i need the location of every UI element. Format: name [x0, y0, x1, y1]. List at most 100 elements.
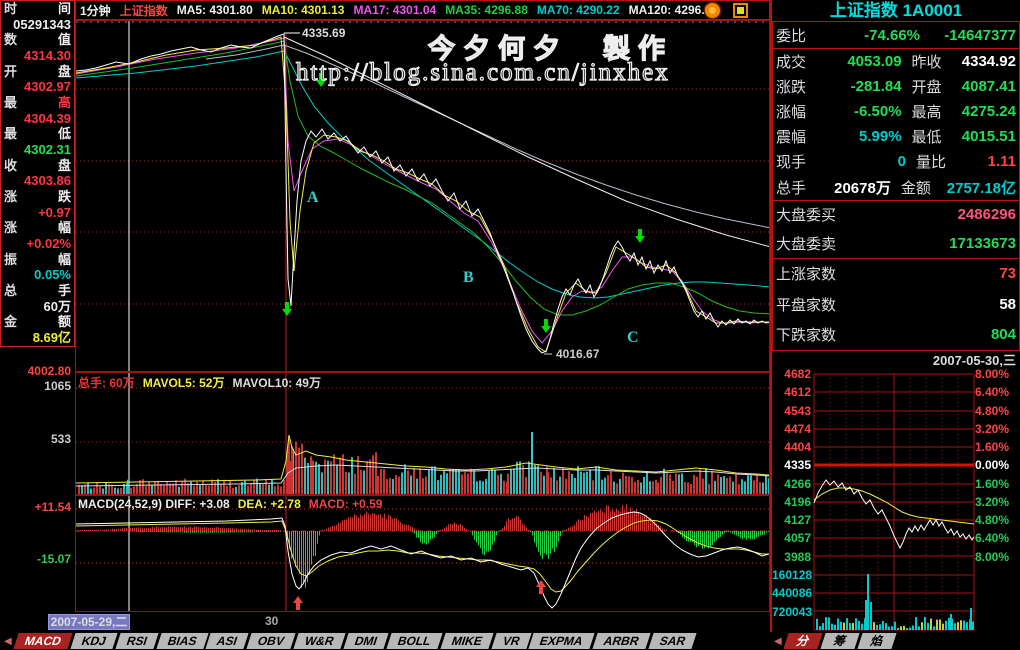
- sidebar-row: 最 高: [1, 95, 74, 111]
- volume-chart[interactable]: [76, 373, 769, 494]
- sidebar-row: 总 手: [1, 283, 74, 299]
- market-bid-box: 大盘委买 2486296 大盘委卖 17133673: [772, 199, 1020, 259]
- quote-value-left: 4053.09: [847, 53, 902, 71]
- quote-row: 涨跌 -281.84 开盘 4087.41: [773, 74, 1019, 99]
- indicator-tab[interactable]: W&R: [293, 633, 346, 649]
- sidebar-row-value: 4304.39: [24, 110, 71, 126]
- period-label[interactable]: 1分钟: [80, 3, 111, 18]
- quote-label-left: 总手: [776, 179, 807, 197]
- sidebar-row: 时 间: [1, 1, 74, 17]
- count-value: 73: [999, 265, 1016, 283]
- watermark-text: 今夕何夕 製作: [427, 33, 673, 64]
- sidebar-row-value: 4302.31: [24, 142, 71, 158]
- sidebar-row-value: 跌: [57, 189, 71, 205]
- sidebar-row: 0.05%: [1, 267, 74, 283]
- count-label: 平盘家数: [776, 296, 837, 314]
- sidebar-row-value: 间: [57, 1, 71, 16]
- volume-header-item: MAVOL10: 49万: [232, 376, 321, 390]
- ma-legend: MA5: 4301.80 MA10: 4301.13 MA17: 4301.04 MA…: [177, 3, 727, 17]
- mini-price-label: 4404: [784, 440, 811, 454]
- scroll-left-icon[interactable]: ◀: [4, 635, 12, 647]
- mini-price-scale: 4682 4612 4543 4474 4404 4335 4266 4196 4127 4057…: [772, 365, 811, 566]
- right-panel-tab[interactable]: 焰: [857, 633, 897, 649]
- quote-label-left: 震幅: [776, 129, 807, 147]
- symbol-label[interactable]: 上证指数: [119, 3, 168, 18]
- indicator-tab[interactable]: VR: [491, 633, 532, 649]
- quote-label-left: 涨跌: [776, 79, 807, 97]
- sidebar-row-value: 0.05%: [34, 267, 71, 283]
- macd-chart[interactable]: [76, 496, 769, 611]
- index-title[interactable]: 上证指数 1A0001: [829, 1, 963, 20]
- sidebar-row-label: 最: [4, 95, 18, 111]
- date-cursor-box: 2007-05-29,二: [48, 614, 130, 630]
- sidebar-row: 涨 跌: [1, 189, 74, 205]
- quote-label-right: 量比: [916, 154, 947, 172]
- indicator-tab[interactable]: ARBR: [592, 633, 651, 649]
- sidebar-row-label: 最: [4, 126, 18, 142]
- mini-percent-label: 4.80%: [975, 403, 1010, 418]
- ma-legend-item: MA10: 4301.13: [261, 3, 345, 17]
- indicator-tab[interactable]: MIKE: [440, 633, 494, 649]
- sidebar-row: 60万: [1, 299, 74, 315]
- indicator-tab[interactable]: BIAS: [156, 633, 209, 649]
- mini-intraday-chart[interactable]: [772, 368, 1020, 632]
- indicator-tab[interactable]: DMI: [343, 633, 389, 649]
- current-date-label: 2007-05-30,三: [932, 353, 1016, 369]
- sidebar-row: +0.97: [1, 205, 74, 221]
- indicator-tab[interactable]: BOLL: [386, 633, 443, 649]
- right-panel-tab[interactable]: 分: [783, 633, 823, 649]
- indicator-tab[interactable]: OBV: [246, 633, 297, 649]
- quote-row: 现手 0 量比 1.11: [773, 149, 1019, 174]
- mini-price-label: 4335: [784, 458, 811, 473]
- day-tick-label: 30: [265, 614, 279, 628]
- advance-decline-row: 下跌家数 804: [773, 320, 1019, 351]
- main-price-chart[interactable]: [76, 21, 769, 371]
- mini-price-label: 4612: [784, 385, 811, 400]
- window-icon[interactable]: [733, 3, 748, 18]
- ma-legend-item: MA120: 4296.95: [628, 3, 719, 17]
- annotation-letter-b: B: [463, 269, 474, 286]
- indicator-tab[interactable]: KDJ: [70, 633, 118, 649]
- mini-percent-label: 0.00%: [975, 458, 1010, 473]
- quote-label-right: 金额: [900, 179, 931, 197]
- indicator-tab[interactable]: EXPMA: [528, 633, 595, 649]
- indicator-tab[interactable]: MACD: [13, 633, 73, 649]
- sidebar-row: 最 低: [1, 126, 74, 142]
- mini-price-label: 4266: [784, 476, 811, 491]
- sidebar-row: 数 值: [1, 32, 74, 48]
- sidebar-row-value: +0.02%: [26, 236, 71, 252]
- indicator-tab[interactable]: RSI: [115, 633, 159, 649]
- quote-row: 涨幅 -6.50% 最高 4275.24: [773, 99, 1019, 124]
- advance-decline-row: 平盘家数 58: [773, 289, 1019, 320]
- sidebar-row: 4303.86: [1, 173, 74, 189]
- mini-volume-label: 160128: [772, 568, 813, 582]
- count-label: 上涨家数: [776, 266, 837, 284]
- indicator-tab-bar: ◀ MACD KDJ RSI BIAS ASI OBV W&R DMI BOLL MIKE VR EX…: [0, 632, 770, 650]
- quote-label-right: 最低: [911, 129, 942, 147]
- mini-percent-label: 3.20%: [975, 421, 1010, 436]
- sidebar-row-label: 收: [4, 157, 18, 173]
- volume-scale-mid: 533: [50, 432, 71, 446]
- volume-header-item: MAVOL5: 52万: [142, 376, 225, 390]
- ma-legend-item: MA70: 4290.22: [536, 3, 620, 17]
- sidebar-row-value: 高: [57, 95, 71, 111]
- count-value: 58: [999, 295, 1016, 313]
- weibi-amount: -14647377: [944, 26, 1016, 44]
- right-tab-bar: ◀ 分筹焰: [770, 632, 1020, 650]
- quote-value-right: 4015.51: [961, 128, 1016, 146]
- ma-legend-item: MA35: 4296.88: [445, 3, 528, 17]
- quote-value-right: 4334.92: [961, 53, 1016, 71]
- indicator-tab[interactable]: SAR: [648, 633, 697, 649]
- quote-value-right: 4275.24: [961, 103, 1016, 121]
- volume-header: 总手: 60万 MAVOL5: 52万 MAVOL10: 49万: [78, 374, 329, 391]
- sidebar-row-label: 涨: [4, 189, 18, 205]
- right-panel-tab[interactable]: 筹: [820, 633, 860, 649]
- sidebar-row: 05291343: [1, 17, 74, 33]
- burst-icon[interactable]: [705, 3, 720, 18]
- indicator-tab[interactable]: ASI: [205, 633, 250, 649]
- sidebar-row-label: 振: [4, 251, 18, 267]
- sidebar-quote-panel: 时 间 05291343 数 值 4314.30 开 盘 4302.97 最 高: [0, 0, 75, 347]
- mini-price-label: 4474: [784, 421, 811, 436]
- scroll-left-icon[interactable]: ◀: [774, 635, 782, 647]
